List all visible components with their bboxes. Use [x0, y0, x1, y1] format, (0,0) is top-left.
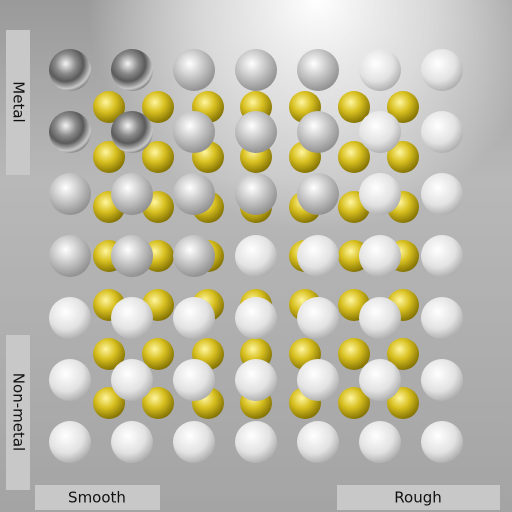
metal-label: Metal — [10, 81, 28, 122]
sphere — [338, 91, 370, 123]
sphere — [359, 173, 401, 215]
sphere — [111, 173, 153, 215]
sphere — [297, 111, 339, 153]
sphere — [359, 111, 401, 153]
sphere — [421, 49, 463, 91]
sphere — [235, 297, 277, 339]
smooth-label: Smooth — [68, 489, 126, 507]
sphere — [421, 359, 463, 401]
sphere — [49, 421, 91, 463]
sphere — [173, 359, 215, 401]
sphere — [297, 421, 339, 463]
sphere — [359, 421, 401, 463]
label-box — [6, 30, 30, 175]
sphere — [142, 91, 174, 123]
sphere — [359, 297, 401, 339]
sphere — [359, 235, 401, 277]
sphere — [173, 297, 215, 339]
sphere — [142, 387, 174, 419]
sphere — [173, 421, 215, 463]
sphere — [49, 235, 91, 277]
sphere — [421, 235, 463, 277]
sphere — [338, 387, 370, 419]
sphere — [173, 111, 215, 153]
sphere — [142, 338, 174, 370]
sphere — [49, 111, 91, 153]
sphere — [297, 297, 339, 339]
sphere — [297, 235, 339, 277]
sphere — [338, 141, 370, 173]
sphere — [338, 338, 370, 370]
sphere — [111, 359, 153, 401]
sphere-grid — [49, 49, 463, 463]
sphere — [49, 359, 91, 401]
rough-label: Rough — [394, 489, 441, 507]
sphere — [93, 387, 125, 419]
sphere — [111, 235, 153, 277]
sphere — [49, 49, 91, 91]
sphere — [93, 338, 125, 370]
sphere — [421, 173, 463, 215]
label-box — [35, 485, 160, 510]
label-box — [6, 335, 30, 490]
sphere — [111, 111, 153, 153]
sphere — [49, 297, 91, 339]
sphere — [173, 235, 215, 277]
non-metal-label: Non-metal — [10, 373, 28, 451]
sphere — [387, 141, 419, 173]
sphere — [421, 421, 463, 463]
sphere — [387, 338, 419, 370]
sphere — [235, 111, 277, 153]
sphere — [421, 297, 463, 339]
sphere — [111, 421, 153, 463]
sphere — [235, 235, 277, 277]
sphere — [235, 49, 277, 91]
sphere — [359, 49, 401, 91]
sphere — [173, 173, 215, 215]
sphere — [297, 173, 339, 215]
sphere — [297, 359, 339, 401]
sphere — [93, 141, 125, 173]
sphere — [93, 91, 125, 123]
sphere — [359, 359, 401, 401]
sphere — [387, 387, 419, 419]
sphere — [387, 91, 419, 123]
sphere — [173, 49, 215, 91]
sphere — [235, 173, 277, 215]
sphere — [49, 173, 91, 215]
sphere — [297, 49, 339, 91]
sphere — [421, 111, 463, 153]
sphere — [111, 297, 153, 339]
label-box — [337, 485, 500, 510]
sphere — [235, 359, 277, 401]
sphere — [142, 141, 174, 173]
sphere — [235, 421, 277, 463]
sphere — [111, 49, 153, 91]
